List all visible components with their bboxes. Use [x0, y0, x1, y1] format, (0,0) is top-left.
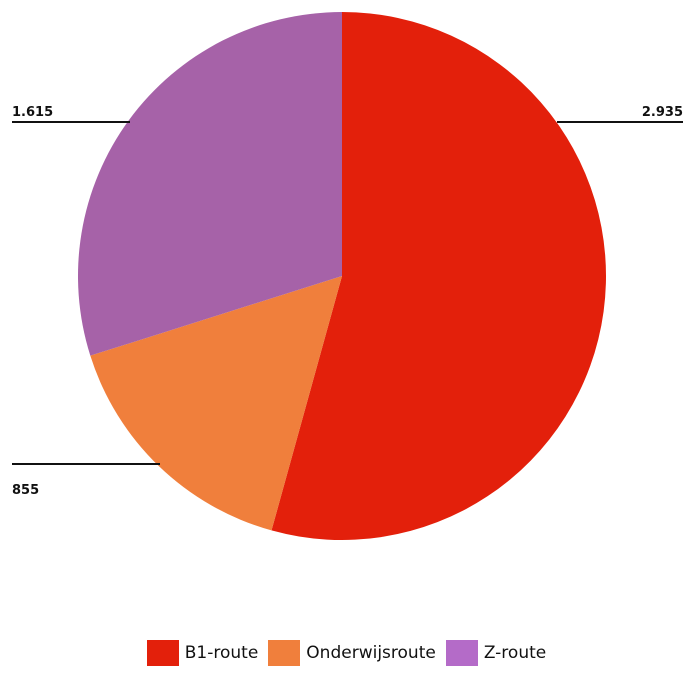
legend-swatch-z-route	[445, 640, 478, 666]
value-label-onderwijsroute: 855	[12, 483, 39, 498]
legend: B1-route Onderwijsroute Z-route	[0, 640, 693, 666]
legend-label-z-route: Z-route	[483, 643, 547, 663]
value-label-b1-route: 2.935	[642, 105, 683, 120]
legend-item-b1-route: B1-route	[146, 640, 259, 666]
value-label-z-route: 1.615	[12, 105, 53, 120]
legend-item-onderwijsroute: Onderwijsroute	[268, 640, 436, 666]
legend-label-b1-route: B1-route	[184, 643, 259, 663]
pie-slice-z-route	[77, 12, 342, 356]
pie-slice-onderwijsroute	[90, 276, 342, 531]
legend-swatch-b1-route	[146, 640, 179, 666]
legend-item-z-route: Z-route	[445, 640, 547, 666]
legend-swatch-onderwijsroute	[268, 640, 301, 666]
pie-slice-b1-route	[271, 12, 606, 540]
pie-chart: 2.935 855 1.615	[12, 12, 683, 540]
legend-label-onderwijsroute: Onderwijsroute	[306, 643, 436, 663]
